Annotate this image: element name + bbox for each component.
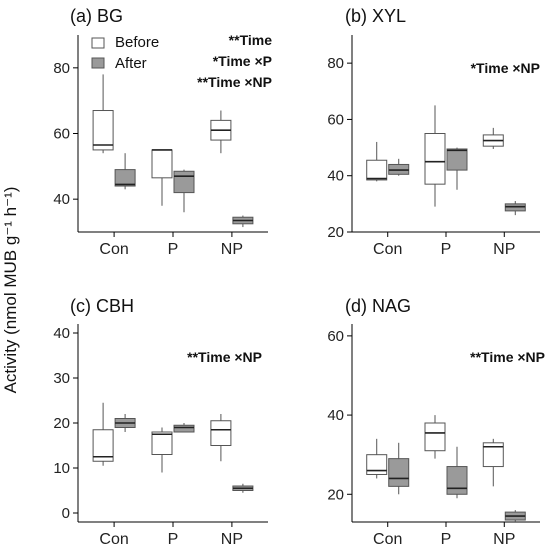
box-before [482, 438, 504, 487]
box-before [151, 149, 173, 206]
panel-title: (a) BG [70, 6, 123, 26]
box-body [424, 133, 446, 185]
legend-swatch-after [91, 57, 105, 69]
box-after [446, 446, 468, 499]
box-body [151, 149, 173, 179]
y-tick-label: 20 [53, 415, 70, 432]
box-body [366, 454, 388, 475]
significance-label: *Time ×NP [471, 60, 540, 76]
y-tick-label: 20 [327, 224, 344, 241]
panel-title: (c) CBH [70, 296, 134, 316]
x-tick-label: NP [493, 531, 515, 548]
box-before [366, 141, 388, 182]
x-tick-label: Con [373, 531, 402, 548]
panels: 40 60 80 Con P NP (a) BG **Time *Time ×P **Time ×… [53, 6, 545, 548]
y-tick-label: 0 [62, 505, 70, 522]
x-tick-label: NP [221, 531, 243, 548]
x-tick-label: Con [373, 241, 402, 258]
box-before [424, 105, 446, 207]
panel-3: 0 10 20 30 40 Con P NP (c) CBH **Time ×NP [53, 296, 268, 548]
y-tick-label: 60 [327, 111, 344, 128]
y-tick-label: 10 [53, 460, 70, 477]
box-after [504, 201, 526, 216]
box-before [424, 415, 446, 459]
y-tick-label: 40 [327, 168, 344, 185]
panel-4: 20 40 60 Con P NP (d) NAG **Time ×NP [327, 296, 545, 548]
box-after [232, 215, 254, 228]
box-after [114, 153, 136, 190]
box-before [366, 438, 388, 479]
x-tick-label: Con [99, 241, 128, 258]
legend-label-before: Before [115, 34, 159, 51]
box-body [366, 159, 388, 181]
x-tick-label: Con [99, 531, 128, 548]
x-tick-label: NP [221, 241, 243, 258]
significance-label: *Time ×P [213, 53, 272, 69]
box-before [482, 127, 504, 149]
box-body [446, 466, 468, 495]
box-body [173, 424, 195, 433]
box-body [424, 422, 446, 452]
box-after [173, 169, 195, 213]
significance-label: **Time ×NP [470, 349, 545, 365]
y-tick-label: 40 [53, 191, 70, 208]
box-body [173, 170, 195, 194]
box-after [388, 442, 410, 495]
panel-1: 40 60 80 Con P NP (a) BG **Time *Time ×P **Time ×… [53, 6, 272, 258]
box-body [92, 110, 114, 151]
box-body [151, 431, 173, 455]
y-axis-label: Activity (nmol MUB g⁻¹ h⁻¹) [1, 187, 20, 394]
x-tick-label: P [441, 531, 452, 548]
box-before [210, 110, 232, 154]
panel-2: 20 40 60 80 Con P NP (b) XYL *Time ×NP [327, 6, 540, 258]
significance-label: **Time [229, 32, 273, 48]
box-after [114, 414, 136, 432]
legend: Before After [91, 34, 159, 72]
box-body [114, 169, 136, 187]
box-before [92, 402, 114, 466]
box-before [92, 74, 114, 154]
x-tick-label: P [441, 241, 452, 258]
box-body [446, 148, 468, 171]
panel-title: (d) NAG [345, 296, 411, 316]
y-tick-label: 80 [53, 60, 70, 77]
y-tick-label: 40 [53, 325, 70, 342]
legend-swatch-before [91, 37, 105, 49]
y-tick-label: 60 [327, 328, 344, 345]
y-tick-label: 30 [53, 370, 70, 387]
box-after [173, 423, 195, 433]
box-after [388, 158, 410, 176]
x-tick-label: P [168, 531, 179, 548]
box-after [232, 483, 254, 493]
box-body [210, 420, 232, 446]
box-after [504, 510, 526, 522]
y-tick-label: 20 [327, 486, 344, 503]
box-body [482, 442, 504, 468]
y-tick-label: 80 [327, 55, 344, 72]
box-before [210, 414, 232, 462]
y-tick-label: 60 [53, 126, 70, 143]
x-tick-label: P [168, 241, 179, 258]
box-body [92, 429, 114, 462]
legend-label-after: After [115, 55, 147, 72]
box-body [388, 458, 410, 487]
significance-label: **Time ×NP [187, 349, 262, 365]
box-after [446, 147, 468, 190]
panel-title: (b) XYL [345, 6, 406, 26]
y-tick-label: 40 [327, 407, 344, 424]
significance-label: **Time ×NP [197, 74, 272, 90]
x-tick-label: NP [493, 241, 515, 258]
box-before [151, 427, 173, 473]
